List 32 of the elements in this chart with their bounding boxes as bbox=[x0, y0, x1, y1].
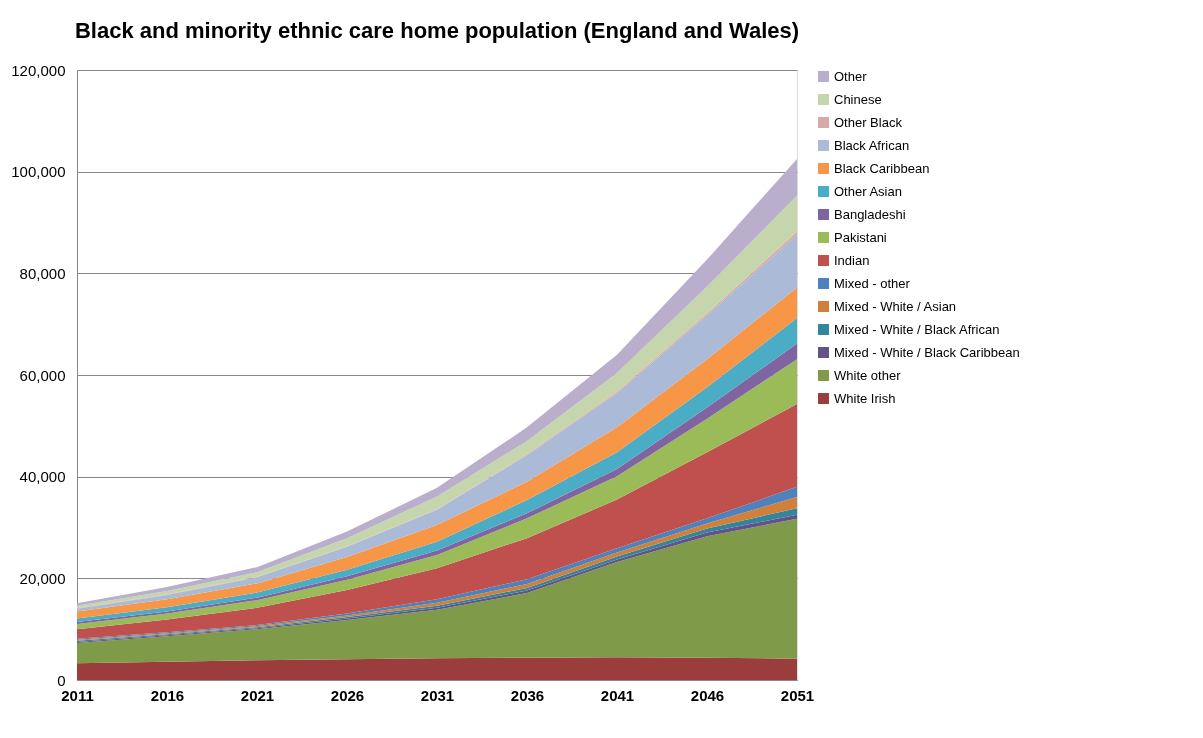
x-tick-label: 2016 bbox=[150, 686, 185, 704]
x-tick-label: 2051 bbox=[780, 686, 815, 704]
legend-label: Other bbox=[834, 68, 868, 84]
x-tick-label: 2041 bbox=[600, 686, 635, 704]
legend-label: Chinese bbox=[834, 91, 882, 107]
x-tick-label: 2026 bbox=[330, 686, 365, 704]
y-tick-label: 120,000 bbox=[11, 61, 66, 79]
legend-label: Black Caribbean bbox=[834, 160, 930, 176]
legend-label: White other bbox=[834, 367, 902, 383]
y-tick-label: 80,000 bbox=[19, 264, 66, 282]
legend-label: Pakistani bbox=[834, 229, 887, 245]
x-tick-label: 2011 bbox=[61, 686, 94, 704]
y-tick-label: 20,000 bbox=[19, 569, 66, 587]
legend-label: White Irish bbox=[834, 390, 896, 406]
x-tick-label: 2021 bbox=[240, 686, 275, 704]
legend-label: Indian bbox=[834, 252, 870, 268]
legend-label: Black African bbox=[834, 137, 910, 153]
y-tick-label: 60,000 bbox=[19, 366, 66, 384]
legend-label: Mixed - White / Black African bbox=[834, 321, 1000, 337]
x-tick-label: 2031 bbox=[420, 686, 455, 704]
legend-label: Other Black bbox=[834, 114, 903, 130]
chart-title: Black and minority ethnic care home population (England and Wales) bbox=[74, 18, 800, 43]
legend-label: Mixed - White / Asian bbox=[834, 298, 957, 314]
x-tick-label: 2036 bbox=[510, 686, 545, 704]
legend-label: Mixed - White / Black Caribbean bbox=[834, 344, 1020, 360]
x-tick-label: 2046 bbox=[690, 686, 725, 704]
legend-label: Bangladeshi bbox=[834, 206, 906, 222]
y-tick-label: 100,000 bbox=[11, 163, 66, 181]
y-tick-label: 0 bbox=[57, 671, 66, 689]
y-tick-label: 40,000 bbox=[19, 468, 66, 486]
legend-label: Mixed - other bbox=[834, 275, 911, 291]
legend-label: Other Asian bbox=[834, 183, 902, 199]
